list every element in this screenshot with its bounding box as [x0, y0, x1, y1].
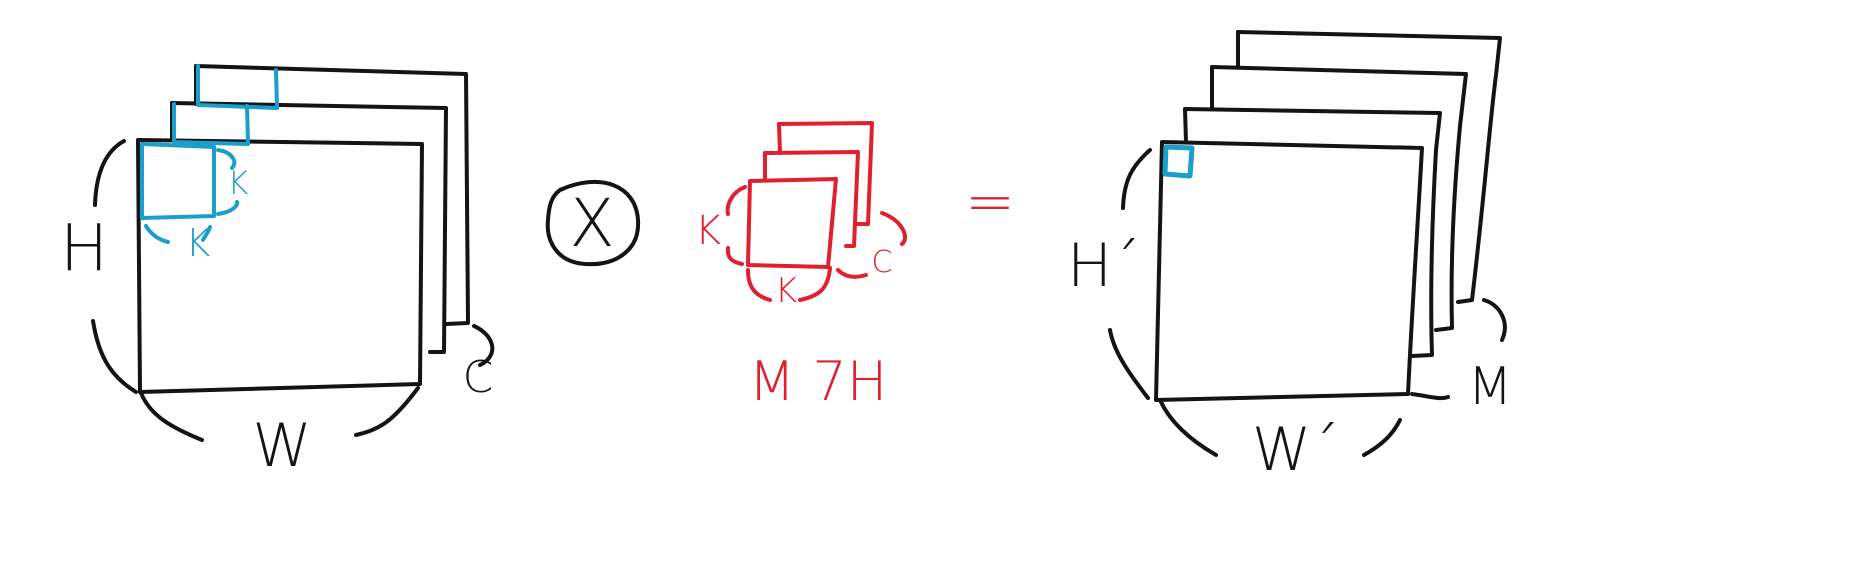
kernel-channels-label: C	[872, 245, 893, 280]
kernel-size-label-bottom: K	[775, 271, 797, 311]
input-kernel-height-label: K	[228, 164, 249, 202]
convolve-symbol: X	[569, 185, 614, 262]
kernel-filter-middle	[763, 150, 860, 248]
input-channel-front	[136, 138, 424, 394]
equals-symbol: =	[965, 167, 1015, 237]
kernel-count-label: M 7H	[749, 350, 888, 413]
input-width-label: W	[252, 411, 311, 481]
output-channel-2	[1183, 107, 1442, 358]
kernel-channels-brace	[836, 211, 908, 279]
output-channel-front	[1154, 140, 1424, 402]
input-channel-back	[194, 64, 470, 326]
output-height-brace	[1108, 148, 1152, 400]
convolution-operator: X	[545, 180, 641, 267]
input-sliding-window	[140, 64, 279, 244]
output-width-label: W´	[1252, 415, 1340, 485]
output-channel-4	[1236, 30, 1502, 304]
output-width-brace	[1158, 398, 1402, 457]
kernel-bottom-brace	[746, 266, 832, 302]
input-channels-label: C	[463, 352, 494, 403]
input-height-brace	[91, 139, 138, 394]
output-channels-brace	[1410, 298, 1507, 401]
output-channels-label: M	[1468, 357, 1513, 417]
input-width-brace	[139, 386, 420, 442]
operator-circle	[545, 180, 641, 267]
input-height-label: H	[60, 212, 108, 286]
input-channel-middle	[170, 101, 448, 354]
input-braces	[91, 139, 495, 442]
kernel-filter-front	[746, 177, 838, 269]
output-tensor	[1154, 30, 1502, 402]
kernel-filters	[725, 121, 908, 302]
input-kernel-width-label: K	[186, 221, 211, 265]
input-channels-brace	[472, 324, 495, 367]
output-channel-3	[1210, 65, 1468, 332]
output-height-label: H´	[1067, 231, 1141, 301]
kernel-filter-back	[777, 121, 874, 226]
kernel-size-label-left: K	[695, 208, 721, 254]
output-braces	[1108, 148, 1507, 457]
kernel-left-brace	[725, 185, 747, 266]
output-pixel	[1162, 144, 1195, 179]
